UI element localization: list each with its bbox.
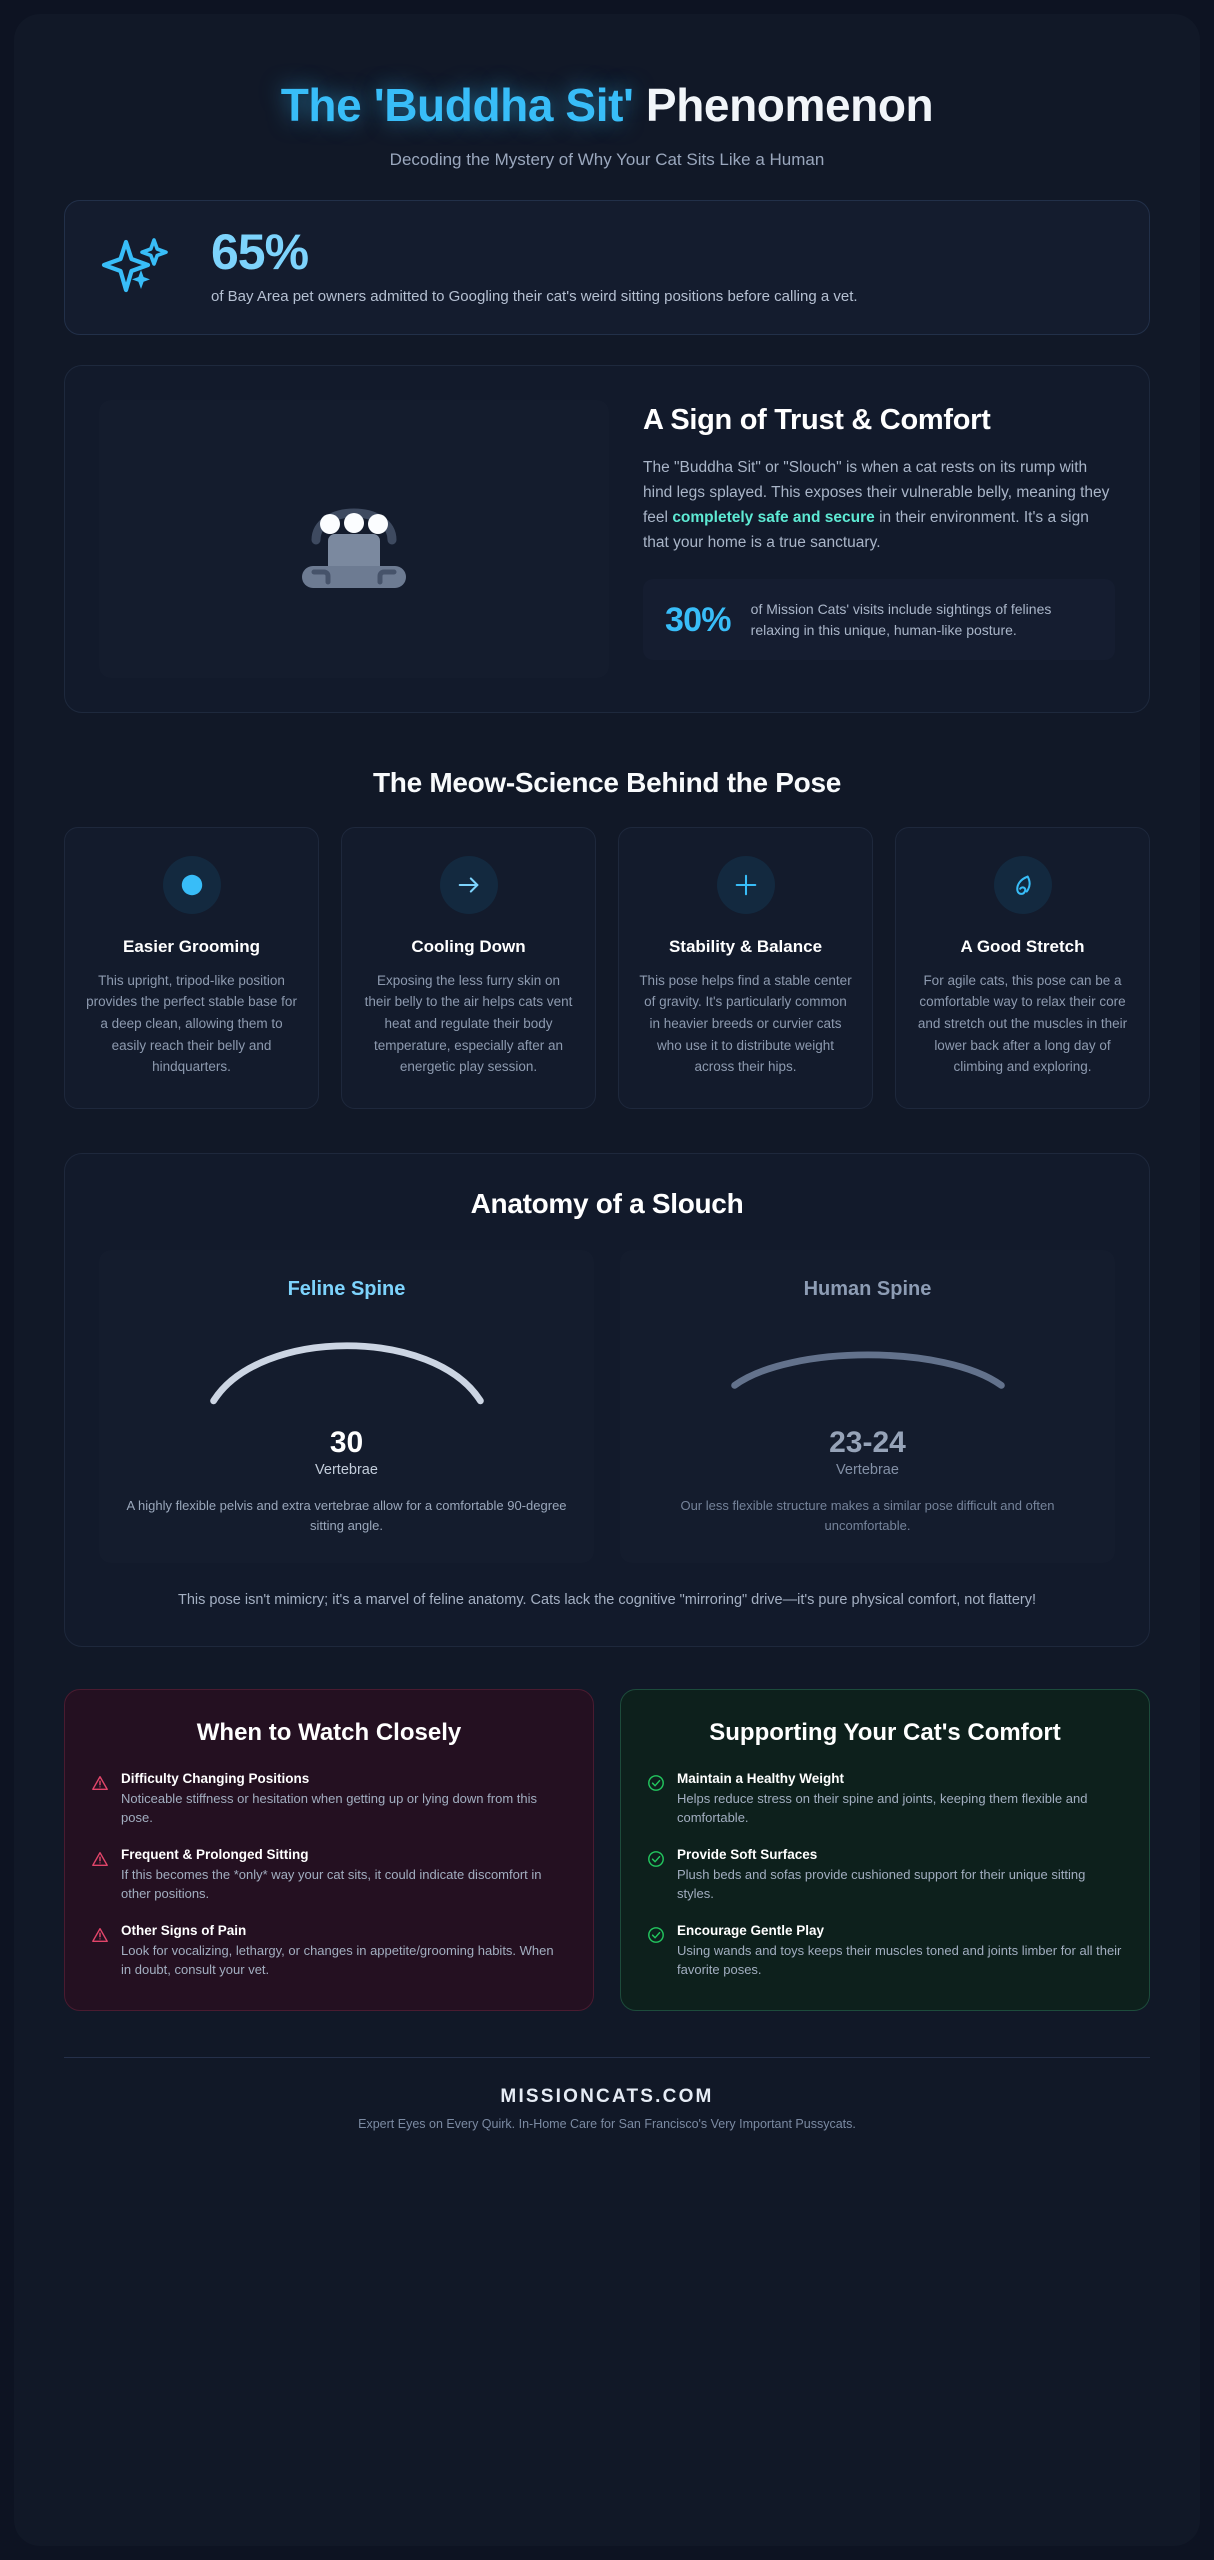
list-item-title: Encourage Gentle Play — [677, 1922, 825, 1938]
top-stat-banner: 65% of Bay Area pet owners admitted to G… — [64, 199, 1150, 336]
science-card-desc: This pose helps find a stable center of … — [639, 972, 852, 1075]
list-item-text: Frequent & Prolonged Sitting If this bec… — [121, 1847, 567, 1904]
list-item-title: Provide Soft Surfaces — [677, 1846, 818, 1862]
feline-spine-note: A highly flexible pelvis and extra verte… — [126, 1498, 567, 1534]
science-card-title: Easier Grooming — [123, 937, 260, 957]
page-title: The 'Buddha Sit' Phenomenon — [64, 79, 1150, 132]
footer-tagline: Expert Eyes on Every Quirk. In-Home Care… — [358, 2116, 856, 2131]
list-item-title: Difficulty Changing Positions — [121, 1770, 310, 1786]
trust-mini-stat: 30% of Mission Cats' visits include sigh… — [643, 579, 1115, 661]
footer: MISSIONCATS.COM Expert Eyes on Every Qui… — [64, 2056, 1150, 2155]
human-vertebrae-unit: Vertebrae — [836, 1462, 899, 1479]
alert-triangle-icon — [91, 1850, 109, 1868]
list-item: Frequent & Prolonged Sitting If this bec… — [91, 1847, 567, 1904]
spine-comparison: Feline Spine 30 Vertebrae A highly flexi… — [99, 1249, 1115, 1563]
science-card: Cooling Down Exposing the less furry ski… — [341, 827, 596, 1109]
list-item: Provide Soft Surfaces Plush beds and sof… — [647, 1847, 1123, 1904]
droplet-icon — [162, 856, 221, 915]
list-item: Maintain a Healthy Weight Helps reduce s… — [647, 1771, 1123, 1828]
science-section-title: The Meow-Science Behind the Pose — [372, 767, 842, 799]
trust-body-part2: in their environment. It's a sign that y… — [643, 509, 1089, 552]
support-panel-title: Supporting Your Cat's Comfort — [709, 1718, 1061, 1746]
feline-vertebrae-count: 30 — [329, 1425, 364, 1459]
science-card: Stability & Balance This pose helps find… — [618, 827, 873, 1109]
list-item-text: Provide Soft Surfaces Plush beds and sof… — [677, 1847, 1123, 1904]
check-circle-icon — [647, 1926, 665, 1944]
science-card-desc: This upright, tripod-like position provi… — [86, 972, 297, 1075]
trust-body-highlight: completely safe and secure — [672, 509, 875, 527]
list-item-text: Encourage Gentle Play Using wands and to… — [677, 1923, 1123, 1980]
list-item-text: Maintain a Healthy Weight Helps reduce s… — [677, 1771, 1123, 1828]
cat-buddha-sit-illustration — [302, 508, 406, 589]
human-spine-note: Our less flexible structure makes a simi… — [680, 1498, 1055, 1534]
footer-brand: MISSIONCATS.COM — [500, 2085, 714, 2107]
science-card-title: A Good Stretch — [960, 937, 1085, 957]
trust-mini-stat-number: 30% — [665, 600, 731, 639]
trust-comfort-text: A Sign of Trust & Comfort The "Buddha Si… — [643, 400, 1115, 661]
feline-spine-arc — [123, 1307, 570, 1427]
feline-spine-label: Feline Spine — [287, 1277, 406, 1300]
top-stat-caption: of Bay Area pet owners admitted to Googl… — [211, 287, 858, 305]
check-circle-icon — [647, 1774, 665, 1792]
anatomy-footnote: This pose isn't mimicry; it's a marvel o… — [177, 1591, 1036, 1608]
trust-mini-stat-text: of Mission Cats' visits include sighting… — [750, 601, 1052, 638]
list-item-title: Frequent & Prolonged Sitting — [121, 1846, 309, 1862]
hero-header: The 'Buddha Sit' Phenomenon Decoding the… — [64, 58, 1150, 200]
infographic-shell: The 'Buddha Sit' Phenomenon Decoding the… — [14, 14, 1200, 2546]
page-title-accent: The 'Buddha Sit' — [280, 79, 634, 131]
list-item-desc: Helps reduce stress on their spine and j… — [677, 1790, 1088, 1826]
human-vertebrae-count: 23-24 — [829, 1425, 906, 1459]
arrow-right-icon — [439, 856, 498, 915]
science-card: A Good Stretch For agile cats, this pose… — [895, 827, 1150, 1109]
human-spine-label: Human Spine — [803, 1277, 932, 1300]
human-spine-arc — [644, 1307, 1091, 1427]
support-panel: Supporting Your Cat's Comfort Maintain a… — [620, 1688, 1150, 2011]
alert-triangle-icon — [91, 1774, 109, 1792]
list-item-desc: Plush beds and sofas provide cushioned s… — [677, 1866, 1086, 1902]
list-item-desc: Look for vocalizing, lethargy, or change… — [121, 1942, 554, 1978]
check-circle-icon — [647, 1850, 665, 1868]
list-item-desc: If this becomes the *only* way your cat … — [121, 1866, 542, 1902]
top-stat-body: 65% of Bay Area pet owners admitted to G… — [211, 223, 1115, 309]
bottom-panels: When to Watch Closely Difficulty Changin… — [64, 1688, 1150, 2011]
list-item-text: Other Signs of Pain Look for vocalizing,… — [121, 1923, 567, 1980]
page-subtitle: Decoding the Mystery of Why Your Cat Sit… — [389, 149, 825, 169]
list-item-desc: Using wands and toys keeps their muscles… — [677, 1942, 1122, 1978]
warning-panel: When to Watch Closely Difficulty Changin… — [64, 1688, 594, 2011]
cat-illustration-panel — [99, 400, 609, 679]
list-item-text: Difficulty Changing Positions Noticeable… — [121, 1771, 567, 1828]
trust-heading: A Sign of Trust & Comfort — [643, 404, 991, 437]
list-item-title: Maintain a Healthy Weight — [677, 1770, 845, 1786]
trust-comfort-section: A Sign of Trust & Comfort The "Buddha Si… — [64, 365, 1150, 714]
sparkles-icon — [99, 228, 177, 306]
science-card-title: Stability & Balance — [668, 937, 823, 957]
trust-body: The "Buddha Sit" or "Slouch" is when a c… — [643, 455, 1115, 555]
anatomy-section-title: Anatomy of a Slouch — [470, 1187, 744, 1219]
warning-panel-title: When to Watch Closely — [196, 1718, 462, 1746]
plus-icon — [716, 856, 775, 915]
list-item: Other Signs of Pain Look for vocalizing,… — [91, 1923, 567, 1980]
science-card-desc: For agile cats, this pose can be a comfo… — [917, 972, 1128, 1075]
science-card-title: Cooling Down — [411, 937, 526, 957]
page-title-rest: Phenomenon — [633, 79, 934, 131]
science-card: Easier Grooming This upright, tripod-lik… — [64, 827, 319, 1109]
science-card-grid: Easier Grooming This upright, tripod-lik… — [64, 827, 1150, 1109]
science-card-desc: Exposing the less furry skin on their be… — [364, 972, 573, 1075]
list-item: Difficulty Changing Positions Noticeable… — [91, 1771, 567, 1828]
human-spine-panel: Human Spine 23-24 Vertebrae Our less fle… — [620, 1249, 1115, 1563]
alert-triangle-icon — [91, 1926, 109, 1944]
trust-body-part1: The "Buddha Sit" or "Slouch" is when a c… — [643, 459, 1110, 527]
anatomy-section: Anatomy of a Slouch Feline Spine 30 Vert… — [64, 1152, 1150, 1647]
feline-vertebrae-unit: Vertebrae — [315, 1462, 378, 1479]
list-item-title: Other Signs of Pain — [121, 1922, 247, 1938]
list-item: Encourage Gentle Play Using wands and to… — [647, 1923, 1123, 1980]
list-item-desc: Noticeable stiffness or hesitation when … — [121, 1790, 537, 1826]
top-stat-number: 65% — [211, 223, 309, 280]
feline-spine-panel: Feline Spine 30 Vertebrae A highly flexi… — [99, 1249, 594, 1563]
stretch-icon — [993, 856, 1052, 915]
